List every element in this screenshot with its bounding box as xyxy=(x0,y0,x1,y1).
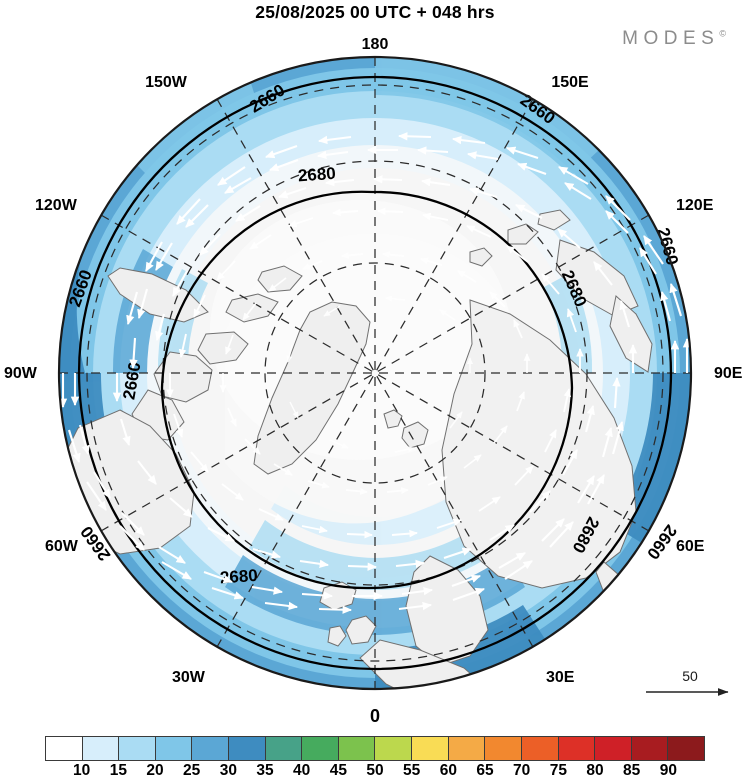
page-title: 25/08/2025 00 UTC + 048 hrs xyxy=(255,2,495,22)
lon-label-120e: 120E xyxy=(676,197,714,214)
colorbar-tick-60: 60 xyxy=(439,762,457,779)
colorbar-tick-65: 65 xyxy=(476,762,494,779)
colorbar-tick-80: 80 xyxy=(586,762,604,779)
colorbar-cell-14 xyxy=(558,737,596,760)
colorbar-tick-70: 70 xyxy=(513,762,531,779)
modes-logo: MODES© xyxy=(622,28,726,50)
reference-wind-arrow-icon xyxy=(646,688,729,696)
colorbar: 10 15 20 25 30 35 40 45 50 55 60 65 70 75 80 85 90 xyxy=(45,736,705,784)
lon-label-90w: 90W xyxy=(4,365,37,382)
lon-label-150e: 150E xyxy=(551,74,589,91)
colorbar-cell-1 xyxy=(82,737,120,760)
contour-label-2680-s: 2680 xyxy=(219,566,258,588)
lon-label-30e: 30E xyxy=(546,669,575,686)
lon-label-60w: 60W xyxy=(45,538,78,555)
wind-vectors xyxy=(59,132,691,614)
colorbar-tick-90: 90 xyxy=(659,762,677,779)
colorbar-cell-8 xyxy=(338,737,376,760)
colorbar-cell-7 xyxy=(302,737,339,760)
colorbar-tick-20: 20 xyxy=(146,762,164,779)
colorbar-cell-3 xyxy=(155,737,193,760)
colorbar-tick-30: 30 xyxy=(219,762,237,779)
colorbar-tick-25: 25 xyxy=(183,762,201,779)
colorbar-swatches xyxy=(45,736,705,761)
colorbar-tick-45: 45 xyxy=(329,762,347,779)
colorbar-cell-6 xyxy=(265,737,303,760)
colorbar-tick-85: 85 xyxy=(623,762,641,779)
lon-label-150w: 150W xyxy=(145,74,187,91)
colorbar-tick-10: 10 xyxy=(73,762,91,779)
colorbar-tick-55: 55 xyxy=(403,762,421,779)
map-boundary-circle xyxy=(57,55,693,691)
colorbar-cell-4 xyxy=(192,737,230,760)
lon-label-180: 180 xyxy=(361,36,389,53)
colorbar-tick-35: 35 xyxy=(256,762,274,779)
colorbar-cell-16 xyxy=(631,737,669,760)
colorbar-cell-17 xyxy=(668,737,704,760)
colorbar-cell-10 xyxy=(412,737,449,760)
colorbar-cell-2 xyxy=(119,737,156,760)
colorbar-cell-11 xyxy=(448,737,486,760)
colorbar-cell-9 xyxy=(375,737,413,760)
colorbar-tick-50: 50 xyxy=(366,762,384,779)
logo-text: MODES xyxy=(622,28,720,49)
reference-wind-vector: 50 xyxy=(640,668,740,704)
lon-label-90e: 90E xyxy=(714,365,743,382)
colorbar-tick-15: 15 xyxy=(109,762,127,779)
colorbar-tick-40: 40 xyxy=(293,762,311,779)
lon-label-120w: 120W xyxy=(35,197,77,214)
lon-label-60e: 60E xyxy=(676,538,705,555)
lon-label-30w: 30W xyxy=(172,669,205,686)
colorbar-cell-15 xyxy=(595,737,632,760)
lon-label-0: 0 xyxy=(369,706,381,726)
colorbar-cell-13 xyxy=(521,737,559,760)
reference-wind-value: 50 xyxy=(682,668,698,684)
colorbar-cell-12 xyxy=(485,737,522,760)
latitude-circle-outer xyxy=(86,84,664,662)
colorbar-cell-0 xyxy=(46,737,83,760)
colorbar-tick-labels: 10 15 20 25 30 35 40 45 50 55 60 65 70 75 80 85 90 xyxy=(45,762,705,784)
copyright-mark: © xyxy=(719,28,726,39)
colorbar-cell-5 xyxy=(229,737,266,760)
colorbar-tick-75: 75 xyxy=(549,762,567,779)
